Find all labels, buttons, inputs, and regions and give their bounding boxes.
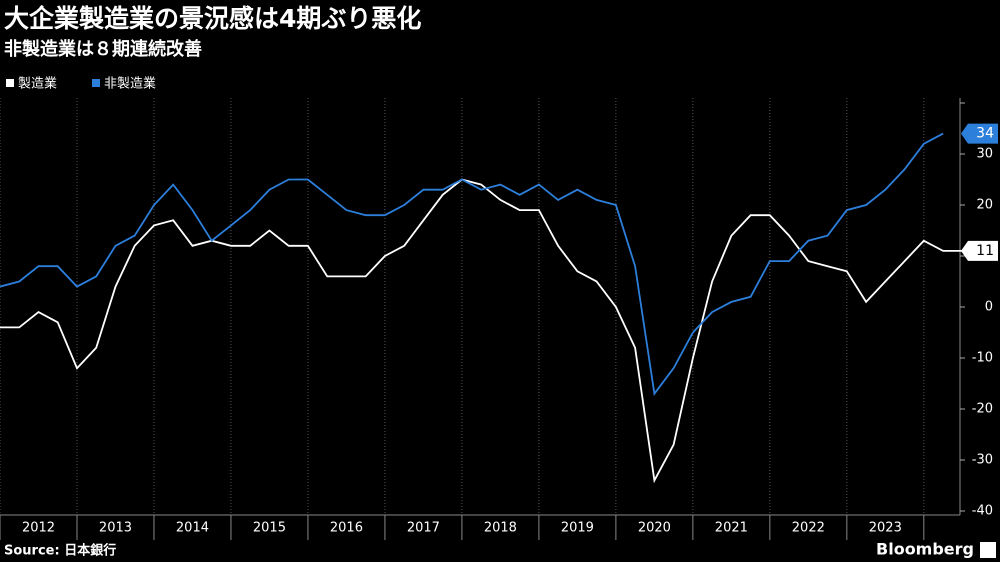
- legend-label: 製造業: [18, 76, 57, 92]
- x-tick-label: 2018: [484, 521, 517, 536]
- line: [0, 178, 963, 484]
- x-tick-label: 2015: [253, 521, 286, 536]
- logo: Bloomberg: [876, 540, 974, 559]
- x-tick-label: 2019: [561, 521, 594, 536]
- chart-title: 大企業製造業の景況感は4期ぶり悪化: [4, 4, 421, 33]
- x-tick-label: 2012: [22, 521, 55, 536]
- x-tick-label: 2017: [407, 521, 440, 536]
- x-tick-label: 2023: [869, 521, 902, 536]
- x-tick-label: 2016: [330, 521, 363, 536]
- x-tick-label: 2022: [792, 521, 825, 536]
- x-tick-label: 2013: [99, 521, 132, 536]
- y-tick-label: 0: [985, 300, 993, 315]
- y-tick-label: 20: [976, 198, 993, 213]
- legend-swatch: [6, 79, 14, 87]
- y-tick-label: 30: [976, 147, 993, 162]
- end-label: 11: [976, 243, 994, 259]
- end-badge: [961, 240, 998, 261]
- legend-label: 非製造業: [104, 76, 156, 92]
- x-tick-label: 2014: [176, 521, 209, 536]
- end-badge: [961, 123, 998, 144]
- y-tick-label: -10: [972, 351, 993, 366]
- logo-box: [980, 542, 996, 558]
- x-tick-label: 2021: [715, 521, 748, 536]
- y-tick-label: -40: [972, 504, 993, 519]
- y-tick-label: -20: [972, 402, 993, 417]
- y-tick-label: -30: [972, 453, 993, 468]
- legend-swatch: [92, 79, 100, 87]
- line: [0, 132, 944, 396]
- chart-subtitle: 非製造業は８期連続改善: [4, 38, 202, 60]
- x-tick-label: 2020: [638, 521, 671, 536]
- source: Source: 日本銀行: [4, 543, 116, 559]
- end-label: 34: [976, 126, 994, 142]
